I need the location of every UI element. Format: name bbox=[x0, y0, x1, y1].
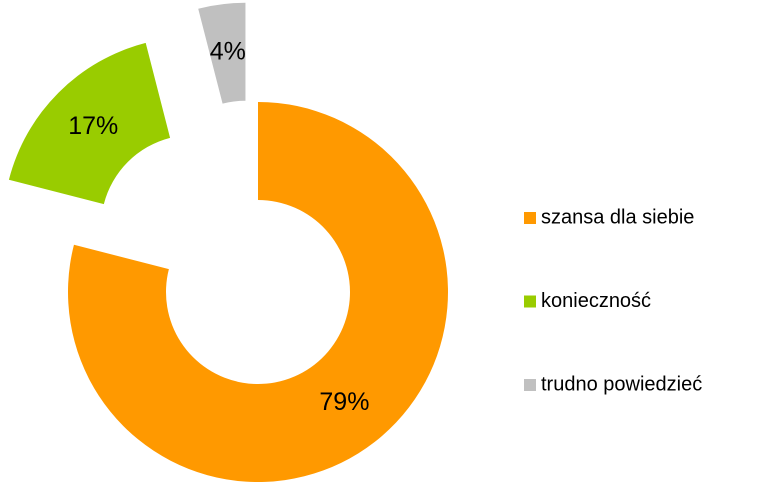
legend-swatch bbox=[524, 379, 536, 391]
legend-swatch bbox=[524, 295, 536, 308]
donut-segment bbox=[198, 2, 246, 104]
data-label: 79% bbox=[319, 388, 369, 416]
legend-label: konieczność bbox=[541, 290, 651, 312]
legend-label: szansa dla siebie bbox=[541, 206, 694, 228]
data-label: 4% bbox=[210, 38, 246, 66]
donut-segment bbox=[68, 102, 449, 482]
legend-swatch bbox=[524, 212, 536, 224]
legend-label: trudno powiedzieć bbox=[541, 373, 702, 395]
donut-segment bbox=[8, 42, 171, 205]
data-label: 17% bbox=[68, 112, 118, 140]
